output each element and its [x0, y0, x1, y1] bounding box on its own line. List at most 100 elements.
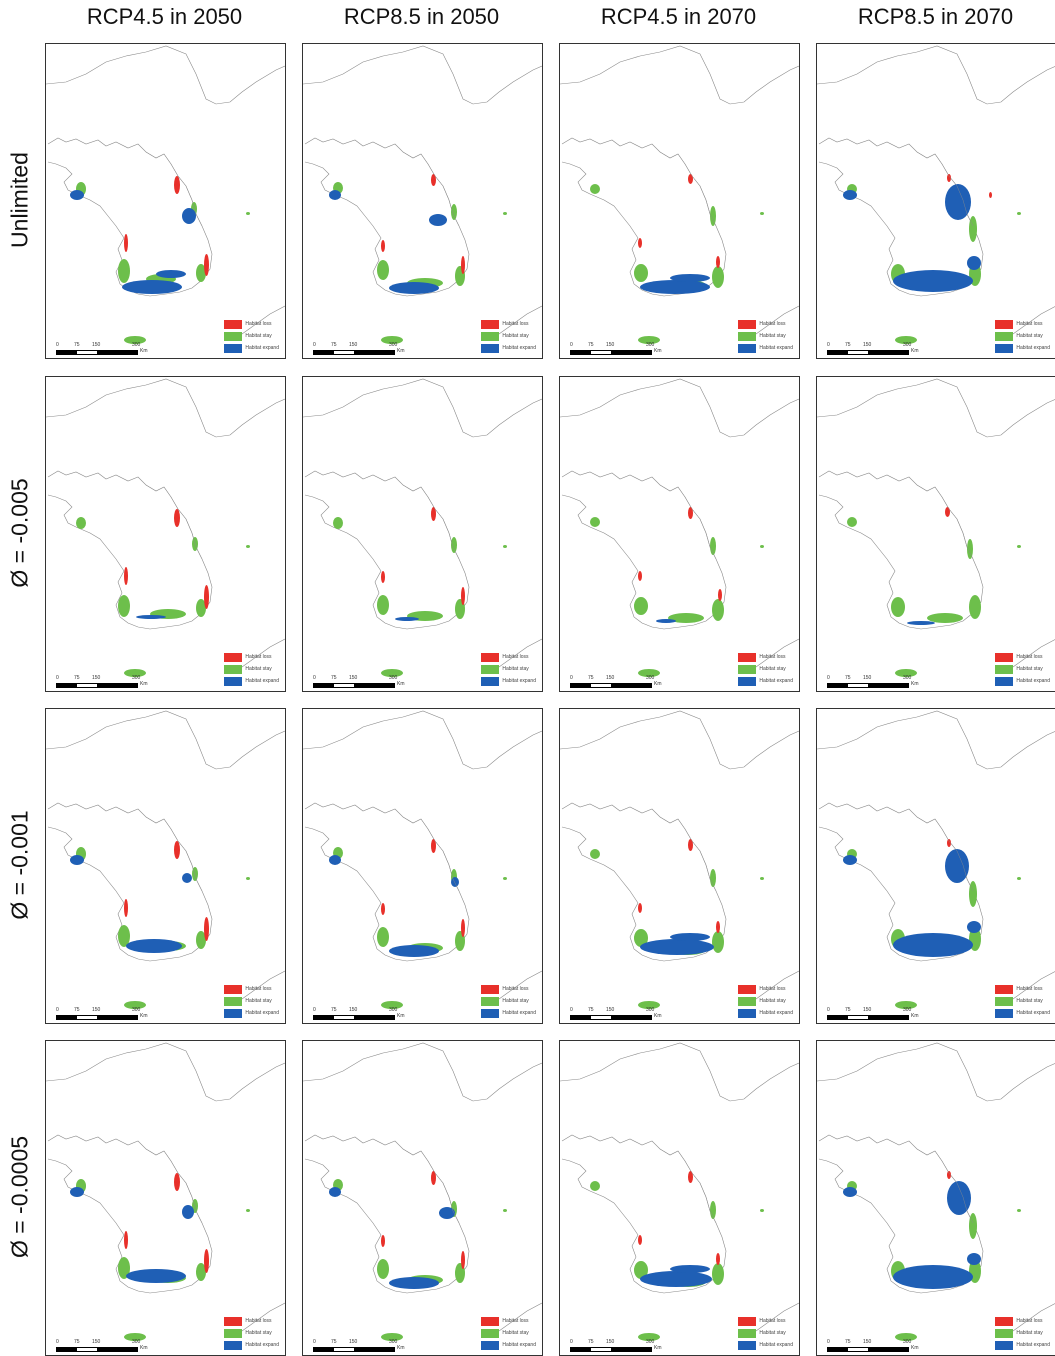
- scale-bar-graphic: [827, 1015, 909, 1020]
- habitat-stay-area: [124, 669, 146, 677]
- habitat-stay-area: [246, 1209, 250, 1212]
- japan-outline: [241, 305, 285, 335]
- scale-tick-label: 75: [845, 675, 851, 681]
- legend-swatch: [224, 319, 243, 329]
- habitat-stay-area: [895, 336, 917, 344]
- habitat-loss-area: [461, 919, 465, 937]
- scale-tick-label: 0: [827, 1007, 830, 1013]
- scale-segment: [591, 1348, 611, 1351]
- habitat-expand-area: [945, 184, 971, 220]
- scale-segment: [354, 1016, 394, 1019]
- scale-tick-label: 300: [389, 1007, 398, 1013]
- legend-label: Habitat expand: [502, 678, 536, 684]
- habitat-loss-area: [688, 174, 693, 184]
- korea-map: [560, 1042, 799, 1341]
- scale-tick-label: 0: [313, 1339, 316, 1345]
- habitat-expand-area: [843, 855, 857, 865]
- legend-item: Habitat stay: [481, 663, 536, 675]
- legend-item: Habitat expand: [995, 675, 1050, 687]
- scale-tick-label: 150: [92, 342, 101, 348]
- scale-segment: [868, 1348, 908, 1351]
- legend-swatch: [224, 331, 243, 341]
- scale-tick-label: 150: [92, 1007, 101, 1013]
- legend-label: Habitat loss: [245, 654, 272, 660]
- scale-bar-graphic: [827, 350, 909, 355]
- korea-map: [817, 45, 1055, 344]
- scale-segment: [97, 351, 137, 354]
- legend-item: Habitat stay: [224, 1327, 279, 1339]
- legend-swatch: [481, 664, 500, 674]
- column-header-2: RCP8.5 in 2050: [343, 4, 500, 29]
- legend-swatch: [738, 1008, 757, 1018]
- habitat-stay-area: [503, 212, 507, 215]
- east-coast-outline: [402, 1148, 460, 1224]
- legend-label: Habitat stay: [245, 666, 272, 672]
- legend-swatch: [224, 996, 243, 1006]
- mainland-outline: [560, 378, 799, 438]
- scale-tick-label: 150: [92, 1339, 101, 1345]
- habitat-stay-area: [196, 1263, 206, 1281]
- scale-segment: [354, 684, 394, 687]
- legend-swatch: [738, 343, 757, 353]
- korea-map: [46, 378, 285, 677]
- legend-label: Habitat loss: [502, 1318, 529, 1324]
- scale-segment: [828, 1348, 848, 1351]
- legend-swatch: [224, 676, 243, 686]
- map-panel-r1-c2: Habitat loss Habitat stay Habitat expand 0 7…: [302, 43, 543, 359]
- scale-tick-label: 75: [74, 1339, 80, 1345]
- habitat-stay-area: [760, 1209, 764, 1212]
- japan-outline: [498, 638, 542, 668]
- legend-item: Habitat loss: [995, 1315, 1050, 1327]
- east-coast-outline: [916, 484, 974, 560]
- habitat-expand-area: [640, 1271, 712, 1287]
- habitat-loss-area: [989, 192, 992, 198]
- legend-item: Habitat loss: [224, 318, 279, 330]
- legend-item: Habitat stay: [224, 330, 279, 342]
- row-header-2: Ø = -0.005: [0, 376, 40, 690]
- scale-segment: [591, 1016, 611, 1019]
- habitat-stay-area: [246, 212, 250, 215]
- column-header-4: RCP8.5 in 2070: [857, 4, 1014, 29]
- scale-bar: 0 75 150 300 Km: [570, 1339, 680, 1352]
- habitat-stay-area: [196, 931, 206, 949]
- habitat-stay-area: [634, 597, 648, 615]
- habitat-loss-area: [124, 234, 128, 252]
- scale-segment: [828, 684, 848, 687]
- habitat-expand-area: [843, 1187, 857, 1197]
- scale-bar-graphic: [56, 1347, 138, 1352]
- scale-bar-graphic: [313, 683, 395, 688]
- legend-label: Habitat expand: [759, 678, 793, 684]
- legend-swatch: [995, 1340, 1014, 1350]
- legend-label: Habitat stay: [502, 666, 529, 672]
- habitat-stay-area: [638, 1001, 660, 1009]
- habitat-expand-area: [126, 939, 182, 953]
- habitat-loss-area: [638, 1235, 642, 1245]
- scale-tick-label: 0: [313, 1007, 316, 1013]
- east-coast-outline: [145, 1148, 203, 1224]
- scale-tick-label: 300: [132, 342, 141, 348]
- map-panel-r2-c4: Habitat loss Habitat stay Habitat expand 0 7…: [816, 376, 1055, 692]
- japan-outline: [241, 638, 285, 668]
- habitat-expand-area: [945, 849, 969, 883]
- legend-item: Habitat expand: [738, 1339, 793, 1351]
- legend-label: Habitat stay: [245, 333, 272, 339]
- japan-outline: [241, 970, 285, 1000]
- mainland-outline: [817, 1042, 1055, 1102]
- scale-tick-label: 75: [845, 1007, 851, 1013]
- legend-label: Habitat loss: [759, 654, 786, 660]
- habitat-stay-area: [451, 204, 457, 220]
- scale-segment: [314, 1016, 334, 1019]
- legend-label: Habitat expand: [759, 1342, 793, 1348]
- map-legend: Habitat loss Habitat stay Habitat expand: [224, 983, 279, 1019]
- mainland-outline: [817, 378, 1055, 438]
- habitat-loss-area: [204, 917, 209, 941]
- scale-tick-label: 75: [588, 1339, 594, 1345]
- scale-bar-graphic: [56, 1015, 138, 1020]
- scale-tick-label: 300: [132, 1339, 141, 1345]
- habitat-loss-area: [638, 903, 642, 913]
- scale-segment: [611, 1016, 651, 1019]
- legend-item: Habitat loss: [995, 983, 1050, 995]
- legend-swatch: [995, 1008, 1014, 1018]
- legend-label: Habitat loss: [502, 321, 529, 327]
- habitat-expand-area: [329, 190, 341, 200]
